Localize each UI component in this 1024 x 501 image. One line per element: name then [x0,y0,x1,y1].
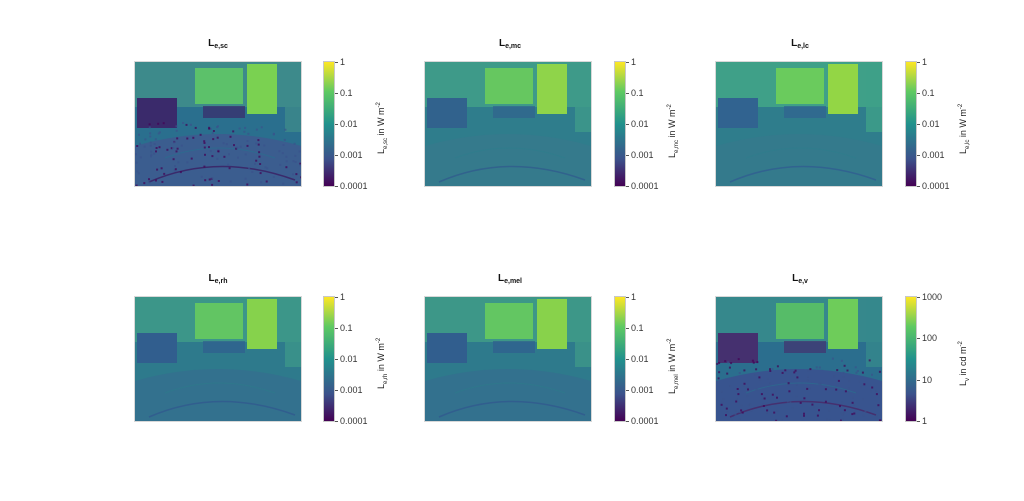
panel-title: Le,mc [498,38,522,50]
colorbar-tick-mark [335,328,338,329]
colorbar-tick-label: 0.0001 [340,181,368,191]
colorbar-tick-mark [335,359,338,360]
colorbar-tick-label: 0.01 [631,119,649,129]
colorbar-tick-mark [917,338,920,340]
panel-title: Le,mel [497,273,523,285]
colorbar-tick-mark [626,155,629,156]
colorbar-tick-mark [335,297,338,298]
heatmap-image [134,296,302,422]
colorbar-tick-label: 0.0001 [631,181,659,191]
colorbar-tick-label: 1 [631,57,637,67]
scene-image [716,297,882,421]
colorbar-tick-label: 0.1 [340,323,353,333]
colorbar-tick-mark [917,93,920,94]
colorbar [614,61,626,187]
colorbar-tick-label: 0.001 [922,150,945,160]
panel-title: Le,lc [791,38,809,50]
colorbar-tick-label: 1 [922,57,928,67]
colorbar-tick-label: 0.001 [631,150,654,160]
colorbar-tick-mark [626,359,629,360]
colorbar-tick-label: 10 [922,374,933,385]
heatmap-image [424,296,592,422]
colorbar-tick-label: 1000 [922,292,943,302]
colorbar-tick-label: 0.001 [340,385,363,395]
colorbar-tick-label: 0.0001 [631,416,659,426]
colorbar-tick-label: 0.0001 [922,181,950,191]
colorbar-tick-label: 0.01 [340,354,358,364]
colorbar-tick-mark [917,124,920,125]
colorbar-tick-mark [335,93,338,94]
colorbar-tick-mark [917,421,920,422]
colorbar-tick-mark [626,124,629,125]
colorbar-label: Lv in cd m-2 [958,341,971,386]
colorbar-tick-mark [917,62,920,63]
colorbar-tick-mark [917,297,920,298]
colorbar-tick-mark [917,379,920,381]
scene-image [135,62,301,186]
colorbar-label: Le,rh in W m-2 [376,337,389,389]
colorbar [323,296,335,422]
colorbar-tick-mark [917,186,920,187]
colorbar-tick-mark [626,328,629,329]
scene-image [135,297,301,421]
colorbar-tick-mark [335,186,338,187]
colorbar-tick-label: 0.0001 [340,416,368,426]
colorbar-tick-mark [917,155,920,156]
colorbar-tick-label: 0.1 [922,88,935,98]
colorbar [614,296,626,422]
colorbar-tick-mark [626,62,629,63]
colorbar-label: Le,mel in W m-2 [667,338,680,394]
colorbar [905,296,917,422]
colorbar-tick-label: 1 [340,57,346,67]
colorbar-tick-mark [335,124,338,125]
panel-title: Le,sc [208,38,228,50]
colorbar-tick-label: 0.01 [922,119,940,129]
panel-title: Le,v [792,273,808,285]
colorbar-tick-label: 0.001 [631,385,654,395]
heatmap-image [134,61,302,187]
colorbar-tick-label: 0.1 [631,323,644,333]
colorbar-tick-mark [626,421,629,422]
colorbar-label: Le,sc in W m-2 [376,102,389,154]
colorbar-tick-mark [335,390,338,391]
colorbar-tick-label: 1 [922,416,928,426]
colorbar [905,61,917,187]
colorbar-tick-mark [335,62,338,63]
colorbar-tick-mark [626,93,629,94]
colorbar-tick-mark [626,186,629,187]
scene-image [716,62,882,186]
colorbar-tick-label: 1 [631,292,637,302]
colorbar-tick-label: 0.1 [631,88,644,98]
panel-title: Le,rh [208,273,228,285]
colorbar-tick-label: 0.01 [631,354,649,364]
colorbar-tick-label: 0.1 [340,88,353,98]
colorbar-tick-mark [335,421,338,422]
colorbar-tick-mark [335,155,338,156]
scene-image [425,297,591,421]
colorbar-label: Le,mc in W m-2 [667,104,680,158]
colorbar-tick-label: 0.001 [340,150,363,160]
heatmap-image [424,61,592,187]
colorbar-tick-label: 100 [922,333,938,344]
heatmap-image [715,296,883,422]
colorbar-tick-mark [626,390,629,391]
colorbar-tick-label: 1 [340,292,346,302]
colorbar [323,61,335,187]
scene-image [425,62,591,186]
heatmap-image [715,61,883,187]
colorbar-tick-mark [626,297,629,298]
colorbar-tick-label: 0.01 [340,119,358,129]
colorbar-label: Le,lc in W m-2 [958,103,971,154]
